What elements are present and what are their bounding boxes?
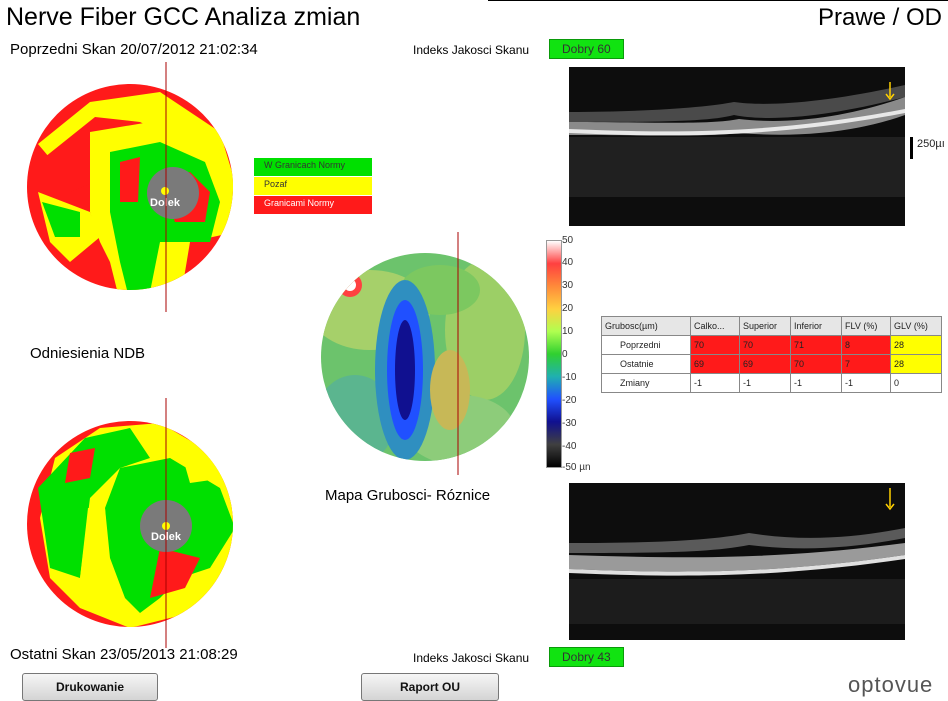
table-row: Poprzedni 70 70 71 8 28 xyxy=(601,335,942,355)
table-cell: Poprzedni xyxy=(601,335,691,355)
legend-borderline: Pozaf xyxy=(254,177,372,195)
table-cell: Ostatnie xyxy=(601,354,691,374)
thickness-table: Grubosc(µm) Calko... Superior Inferior F… xyxy=(601,316,942,393)
oct-scale-bar xyxy=(910,137,913,159)
last-gcc-map: Dolek xyxy=(10,398,250,648)
colorbar xyxy=(546,240,562,468)
colorbar-tick: 0 xyxy=(562,349,568,360)
previous-fovea-marker xyxy=(147,167,199,219)
table-cell: 71 xyxy=(790,335,842,355)
table-header: Superior xyxy=(739,316,791,336)
table-header: Calko... xyxy=(690,316,740,336)
table-header: FLV (%) xyxy=(841,316,891,336)
table-row: Zmiany -1 -1 -1 -1 0 xyxy=(601,373,942,393)
colorbar-tick: 10 xyxy=(562,326,574,337)
table-cell: -1 xyxy=(690,373,740,393)
table-cell: 28 xyxy=(890,354,942,374)
oct-bscan-previous xyxy=(569,67,905,226)
previous-gcc-map: Dolek xyxy=(10,62,250,312)
last-quality-label: Indeks Jakosci Skanu xyxy=(413,651,530,665)
oct-bscan-last xyxy=(569,483,905,640)
colorbar-tick: -30 xyxy=(562,418,577,429)
table-row: Ostatnie 69 69 70 7 28 xyxy=(601,354,942,374)
last-scan-label: Ostatni Skan 23/05/2013 21:08:29 xyxy=(10,646,238,663)
header-rule xyxy=(488,0,948,1)
table-cell: 8 xyxy=(841,335,891,355)
table-cell: 70 xyxy=(690,335,740,355)
table-cell: -1 xyxy=(790,373,842,393)
last-map-disk xyxy=(27,421,233,627)
difference-map-disk xyxy=(321,253,529,461)
table-cell: 0 xyxy=(890,373,942,393)
colorbar-tick: 30 xyxy=(562,280,574,291)
table-cell: -1 xyxy=(739,373,791,393)
colorbar-tick: 50 xyxy=(562,235,574,246)
previous-scan-label: Poprzedni Skan 20/07/2012 21:02:34 xyxy=(10,41,258,58)
previous-fovea-text: Dolek xyxy=(150,197,181,209)
table-cell: 7 xyxy=(841,354,891,374)
table-header: GLV (%) xyxy=(890,316,942,336)
table-header: Inferior xyxy=(790,316,842,336)
eye-label: Prawe / OD xyxy=(817,4,942,31)
last-quality-badge: Dobry 43 xyxy=(549,647,624,667)
gcc-legend: W Granicach Normy Pozaf Granicami Normy xyxy=(254,158,372,214)
colorbar-tick: -10 xyxy=(562,372,577,383)
colorbar-ticks: 50 40 30 20 10 0 -10 -20 -30 -40 -50 µn xyxy=(562,235,602,475)
table-cell: -1 xyxy=(841,373,891,393)
colorbar-tick: 20 xyxy=(562,303,574,314)
legend-outside: Granicami Normy xyxy=(254,196,372,214)
table-cell: 70 xyxy=(790,354,842,374)
page-title: Nerve Fiber GCC Analiza zmian xyxy=(6,3,361,31)
legend-normal: W Granicach Normy xyxy=(254,158,372,176)
table-header: Grubosc(µm) xyxy=(601,316,691,336)
reference-label: Odniesienia NDB xyxy=(30,345,146,362)
colorbar-tick: 40 xyxy=(562,257,574,268)
table-cell: Zmiany xyxy=(601,373,691,393)
report-ou-button[interactable]: Raport OU xyxy=(361,673,499,701)
print-button[interactable]: Drukowanie xyxy=(22,673,158,701)
oct-scale-label: 250µı xyxy=(917,138,945,150)
previous-quality-badge: Dobry 60 xyxy=(549,39,624,59)
table-cell: 69 xyxy=(739,354,791,374)
colorbar-tick: -40 xyxy=(562,441,577,452)
difference-map xyxy=(300,230,540,480)
table-cell: 28 xyxy=(890,335,942,355)
optovue-logo: optovue xyxy=(848,672,934,697)
table-cell: 70 xyxy=(739,335,791,355)
table-cell: 69 xyxy=(690,354,740,374)
colorbar-tick: -50 µn xyxy=(562,462,591,473)
previous-map-disk xyxy=(27,84,233,290)
difference-map-title: Mapa Grubosci- Róznice xyxy=(325,487,491,504)
colorbar-tick: -20 xyxy=(562,395,577,406)
table-header-row: Grubosc(µm) Calko... Superior Inferior F… xyxy=(601,316,942,336)
previous-quality-label: Indeks Jakosci Skanu xyxy=(413,43,530,57)
